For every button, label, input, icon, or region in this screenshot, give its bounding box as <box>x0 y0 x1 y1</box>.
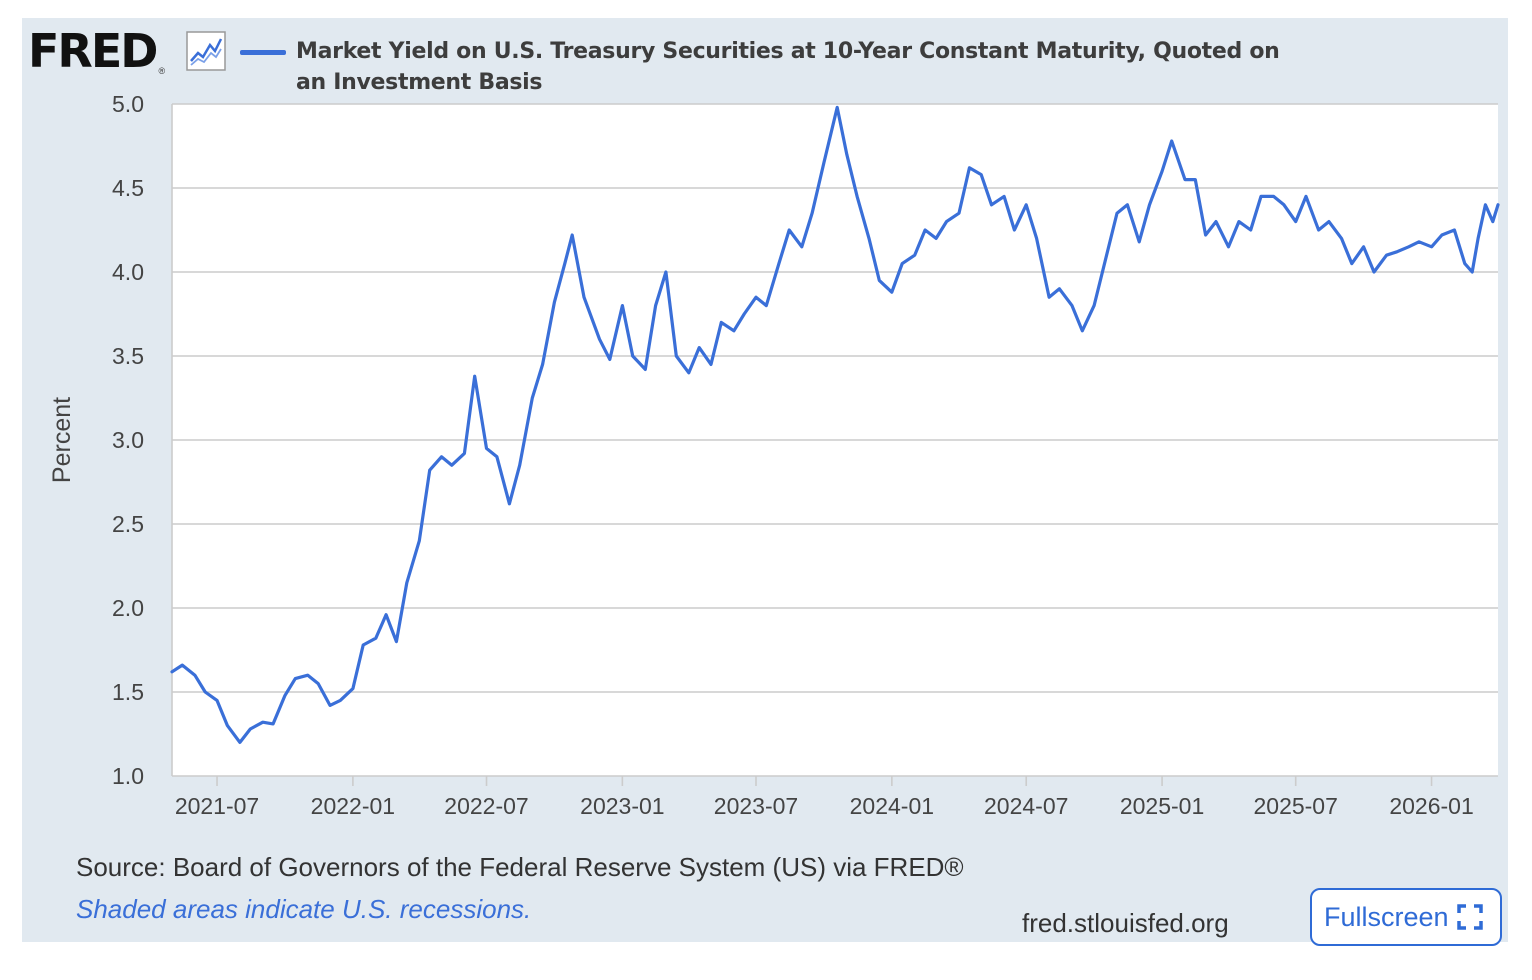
x-tick-label: 2025-07 <box>1253 793 1337 819</box>
source-note: Source: Board of Governors of the Federa… <box>76 852 964 882</box>
y-tick-label: 1.0 <box>112 763 144 789</box>
legend-swatch <box>240 50 286 55</box>
legend-label: Market Yield on U.S. Treasury Securities… <box>296 39 1280 95</box>
x-tick-label: 2023-07 <box>714 793 798 819</box>
fullscreen-icon <box>1456 904 1483 930</box>
y-tick-label: 2.0 <box>112 595 144 621</box>
y-axis-label: Percent <box>48 397 76 483</box>
y-tick-label: 5.0 <box>112 91 144 117</box>
series-line <box>170 105 1500 744</box>
chart-line-icon[interactable] <box>186 31 226 71</box>
x-tick-label: 2022-07 <box>444 793 528 819</box>
site-url[interactable]: fred.stlouisfed.org <box>1022 908 1229 938</box>
gridlines <box>171 103 1498 777</box>
x-tick-label: 2024-01 <box>850 793 934 819</box>
y-tick-label: 1.5 <box>112 679 144 705</box>
x-tick-label: 2022-01 <box>311 793 395 819</box>
x-axis-ticks: 2021-07 2022-01 2022-07 2023-01 2023-07 2024-… <box>175 776 1474 819</box>
x-tick-label: 2023-01 <box>580 793 664 819</box>
x-tick-label: 2024-07 <box>984 793 1068 819</box>
y-tick-label: 3.0 <box>112 427 144 453</box>
fullscreen-label: Fullscreen <box>1324 901 1449 932</box>
y-tick-label: 3.5 <box>112 343 144 369</box>
x-tick-label: 2021-07 <box>175 793 259 819</box>
line-chart: 1.0 1.5 2.0 2.5 3.0 3.5 4.0 4.5 5.0 2021-07 2022-… <box>48 91 1500 819</box>
y-axis-ticks: 1.0 1.5 2.0 2.5 3.0 3.5 4.0 4.5 5.0 <box>112 91 144 789</box>
y-tick-label: 4.0 <box>112 259 144 285</box>
x-tick-label: 2026-01 <box>1389 793 1473 819</box>
y-tick-label: 4.5 <box>112 175 144 201</box>
y-tick-label: 2.5 <box>112 511 144 537</box>
logo-registered-mark: ® <box>158 66 166 76</box>
fred-logo[interactable]: FRED ® <box>28 26 165 76</box>
recession-note[interactable]: Shaded areas indicate U.S. recessions. <box>76 894 532 924</box>
fullscreen-button[interactable]: Fullscreen <box>1310 888 1502 946</box>
x-tick-label: 2025-01 <box>1120 793 1204 819</box>
logo-text: FRED <box>28 24 158 78</box>
